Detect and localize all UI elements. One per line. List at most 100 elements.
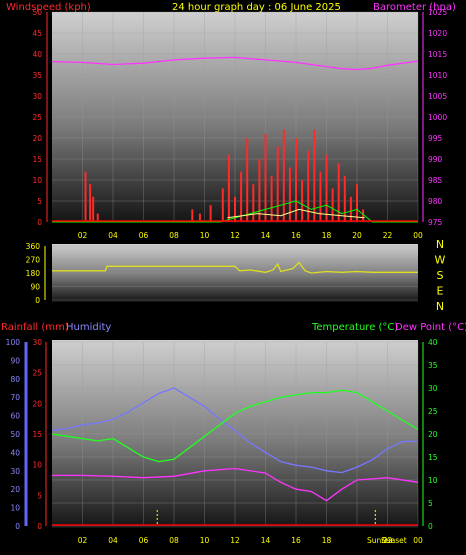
rain-tick-label: 5	[37, 491, 42, 500]
hour-tick-label: 02	[78, 231, 88, 240]
barometer-tick-label: 1010	[428, 71, 447, 80]
barometer-tick-label: 1025	[428, 8, 447, 17]
temperature-tick-label: 15	[428, 453, 438, 462]
barometer-tick-label: 995	[428, 134, 443, 143]
dew-point-axis-label: Dew Point (°C)	[395, 322, 466, 333]
wind-lull-line	[227, 208, 365, 219]
hour-tick-label: 04	[108, 536, 118, 545]
temperature-tick-label: 10	[428, 476, 438, 485]
humidity-tick-label: 50	[10, 430, 20, 439]
compass-letter: W	[435, 254, 446, 267]
wind-average-line	[52, 200, 418, 223]
wind-tick-label: 40	[32, 50, 42, 59]
hour-tick-label: 08	[169, 231, 179, 240]
wind-tick-label: 30	[32, 92, 42, 101]
wind-panel-grid	[52, 11, 419, 223]
humidity-axis-label: Humidity	[66, 322, 111, 333]
wind-tick-label: 5	[37, 197, 42, 206]
temperature-tick-label: 40	[428, 338, 438, 347]
humidity-tick-label: 10	[10, 504, 20, 513]
wind-tick-label: 20	[32, 134, 42, 143]
direction-tick-label: 0	[35, 296, 40, 305]
barometer-axis-label: Barometer (hpa)	[373, 2, 456, 13]
direction-tick-label: 180	[26, 269, 41, 278]
sunrise-label: Sunrise	[367, 536, 395, 545]
hour-tick-label: 04	[108, 231, 118, 240]
humidity-tick-label: 20	[10, 485, 20, 494]
barometer-tick-label: 1015	[428, 50, 447, 59]
hour-tick-label: 14	[261, 231, 271, 240]
barometer-tick-label: 1020	[428, 29, 447, 38]
humidity-tick-label: 80	[10, 375, 20, 384]
wind-gust-bars	[84, 129, 365, 222]
rain-tick-label: 10	[32, 461, 42, 470]
humidity-tick-label: 100	[6, 338, 21, 347]
temperature-tick-label: 25	[428, 407, 438, 416]
wind-tick-label: 15	[32, 155, 42, 164]
humidity-tick-label: 0	[15, 522, 20, 531]
humidity-line	[51, 387, 418, 474]
humidity-tick-label: 30	[10, 467, 20, 476]
hour-tick-label: 08	[169, 536, 179, 545]
humidity-tick-label: 60	[10, 412, 20, 421]
temperature-axis-label: Temperature (°C)	[311, 322, 398, 333]
temperature-tick-label: 5	[428, 499, 433, 508]
chart-title: 24 hour graph day : 06 June 2025	[172, 2, 341, 13]
direction-tick-label: 90	[30, 283, 40, 292]
hour-tick-label: 12	[230, 536, 240, 545]
humidity-tick-label: 90	[10, 356, 20, 365]
hour-tick-label: 20	[352, 231, 362, 240]
wind-direction-line	[52, 261, 418, 274]
barometer-tick-label: 975	[428, 218, 443, 227]
compass-letter: N	[436, 300, 444, 313]
temperature-tick-label: 30	[428, 384, 438, 393]
barometer-line	[51, 56, 419, 71]
compass-letter: N	[436, 238, 444, 251]
hour-tick-label: 00	[413, 536, 423, 545]
barometer-tick-label: 980	[428, 197, 443, 206]
hour-tick-label: 06	[139, 231, 149, 240]
wind-tick-label: 35	[32, 71, 42, 80]
dew-point-line	[52, 467, 419, 502]
temperature-tick-label: 20	[428, 430, 438, 439]
hour-tick-label: 16	[291, 536, 301, 545]
wind-tick-label: 10	[32, 176, 42, 185]
rain-tick-label: 0	[37, 522, 42, 531]
rain-tick-label: 30	[32, 338, 42, 347]
rain-tick-label: 20	[32, 399, 42, 408]
hour-tick-label: 02	[78, 536, 88, 545]
compass-letter: S	[437, 269, 444, 282]
temperature-tick-label: 0	[428, 522, 433, 531]
barometer-tick-label: 1005	[428, 92, 447, 101]
hour-tick-label: 22	[383, 231, 393, 240]
sunset-label: Sunset	[381, 536, 407, 545]
barometer-tick-label: 1000	[428, 113, 447, 122]
hour-tick-label: 00	[413, 231, 423, 240]
climate-panel-grid	[52, 341, 419, 527]
barometer-tick-label: 990	[428, 155, 443, 164]
wind-tick-label: 25	[32, 113, 42, 122]
direction-tick-label: 270	[26, 256, 41, 265]
windspeed-axis-label: Windspeed (kph)	[6, 2, 91, 13]
compass-letter: E	[437, 285, 444, 298]
hour-tick-label: 12	[230, 231, 240, 240]
rainfall-axis-label: Rainfall (mm)	[1, 322, 69, 333]
humidity-tick-label: 40	[10, 448, 20, 457]
direction-tick-label: 360	[26, 242, 41, 251]
hour-tick-label: 14	[261, 536, 271, 545]
hour-tick-label: 10	[200, 536, 210, 545]
rain-tick-label: 15	[32, 430, 42, 439]
rain-tick-label: 25	[32, 369, 42, 378]
hour-tick-label: 18	[322, 536, 332, 545]
barometer-tick-label: 985	[428, 176, 443, 185]
humidity-tick-label: 70	[10, 393, 20, 402]
hour-tick-label: 10	[200, 231, 210, 240]
direction-panel-grid	[52, 245, 418, 301]
hour-tick-label: 18	[322, 231, 332, 240]
hour-tick-label: 06	[139, 536, 149, 545]
temperature-tick-label: 35	[428, 361, 438, 370]
temperature-line	[51, 389, 419, 463]
wind-tick-label: 0	[37, 218, 42, 227]
